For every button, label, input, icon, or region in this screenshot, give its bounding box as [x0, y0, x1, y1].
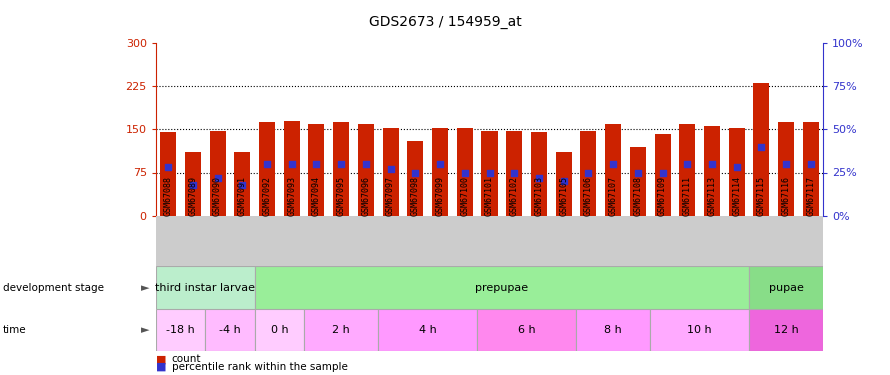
Bar: [255, 266, 749, 309]
Bar: [605, 124, 621, 216]
Text: ■: ■: [156, 354, 166, 364]
Bar: [481, 130, 498, 216]
Point: [285, 161, 299, 167]
Point: [334, 161, 348, 167]
Bar: [284, 121, 300, 216]
Point: [384, 166, 398, 172]
Bar: [651, 309, 749, 351]
Bar: [259, 123, 275, 216]
Point: [730, 164, 744, 170]
Bar: [679, 124, 695, 216]
Bar: [378, 309, 477, 351]
Bar: [156, 266, 255, 309]
Bar: [749, 266, 823, 309]
Bar: [309, 124, 325, 216]
Bar: [729, 128, 745, 216]
Bar: [477, 309, 576, 351]
Text: -4 h: -4 h: [219, 325, 241, 335]
Point: [310, 161, 324, 167]
Bar: [383, 128, 399, 216]
Point: [235, 182, 249, 188]
Point: [606, 161, 620, 167]
Text: 2 h: 2 h: [332, 325, 350, 335]
Bar: [160, 132, 176, 216]
Bar: [432, 128, 448, 216]
Text: percentile rank within the sample: percentile rank within the sample: [172, 362, 348, 372]
Point: [457, 170, 472, 176]
Text: time: time: [3, 325, 27, 335]
Point: [532, 175, 546, 181]
Bar: [206, 309, 255, 351]
Point: [433, 161, 447, 167]
Text: 10 h: 10 h: [687, 325, 712, 335]
Point: [705, 161, 719, 167]
Bar: [304, 309, 378, 351]
Text: 12 h: 12 h: [773, 325, 798, 335]
Bar: [234, 152, 250, 216]
Bar: [506, 130, 522, 216]
Point: [804, 161, 818, 167]
Bar: [408, 141, 424, 216]
Point: [260, 161, 274, 167]
Text: prepupae: prepupae: [475, 283, 529, 293]
Point: [409, 170, 423, 176]
Point: [210, 175, 224, 181]
Bar: [778, 123, 794, 216]
Bar: [754, 83, 770, 216]
Bar: [555, 152, 571, 216]
Bar: [749, 309, 823, 351]
Text: 8 h: 8 h: [604, 325, 622, 335]
Point: [556, 178, 570, 184]
Text: GDS2673 / 154959_at: GDS2673 / 154959_at: [368, 15, 522, 29]
Text: ►: ►: [141, 325, 150, 335]
Text: ■: ■: [156, 362, 166, 372]
Bar: [209, 130, 225, 216]
Text: pupae: pupae: [769, 283, 804, 293]
Point: [680, 161, 694, 167]
Text: 0 h: 0 h: [271, 325, 288, 335]
Bar: [156, 309, 206, 351]
Bar: [803, 122, 819, 216]
Text: count: count: [172, 354, 201, 364]
Text: ►: ►: [141, 283, 150, 293]
Text: 4 h: 4 h: [419, 325, 437, 335]
Point: [186, 182, 200, 188]
Bar: [704, 126, 720, 216]
Point: [359, 161, 373, 167]
Point: [581, 170, 595, 176]
Text: 6 h: 6 h: [518, 325, 536, 335]
Point: [161, 164, 175, 170]
Point: [507, 170, 522, 176]
Bar: [580, 131, 596, 216]
Text: third instar larvae: third instar larvae: [155, 283, 255, 293]
Bar: [358, 124, 374, 216]
Bar: [531, 132, 547, 216]
Bar: [185, 152, 201, 216]
Point: [482, 170, 497, 176]
Point: [755, 144, 769, 150]
Text: development stage: development stage: [3, 283, 103, 293]
Bar: [457, 128, 473, 216]
Bar: [333, 122, 349, 216]
Bar: [576, 309, 651, 351]
Bar: [255, 309, 304, 351]
Point: [631, 170, 645, 176]
Bar: [654, 134, 670, 216]
Text: -18 h: -18 h: [166, 325, 195, 335]
Point: [779, 161, 793, 167]
Point: [655, 170, 669, 176]
Bar: [630, 147, 646, 216]
